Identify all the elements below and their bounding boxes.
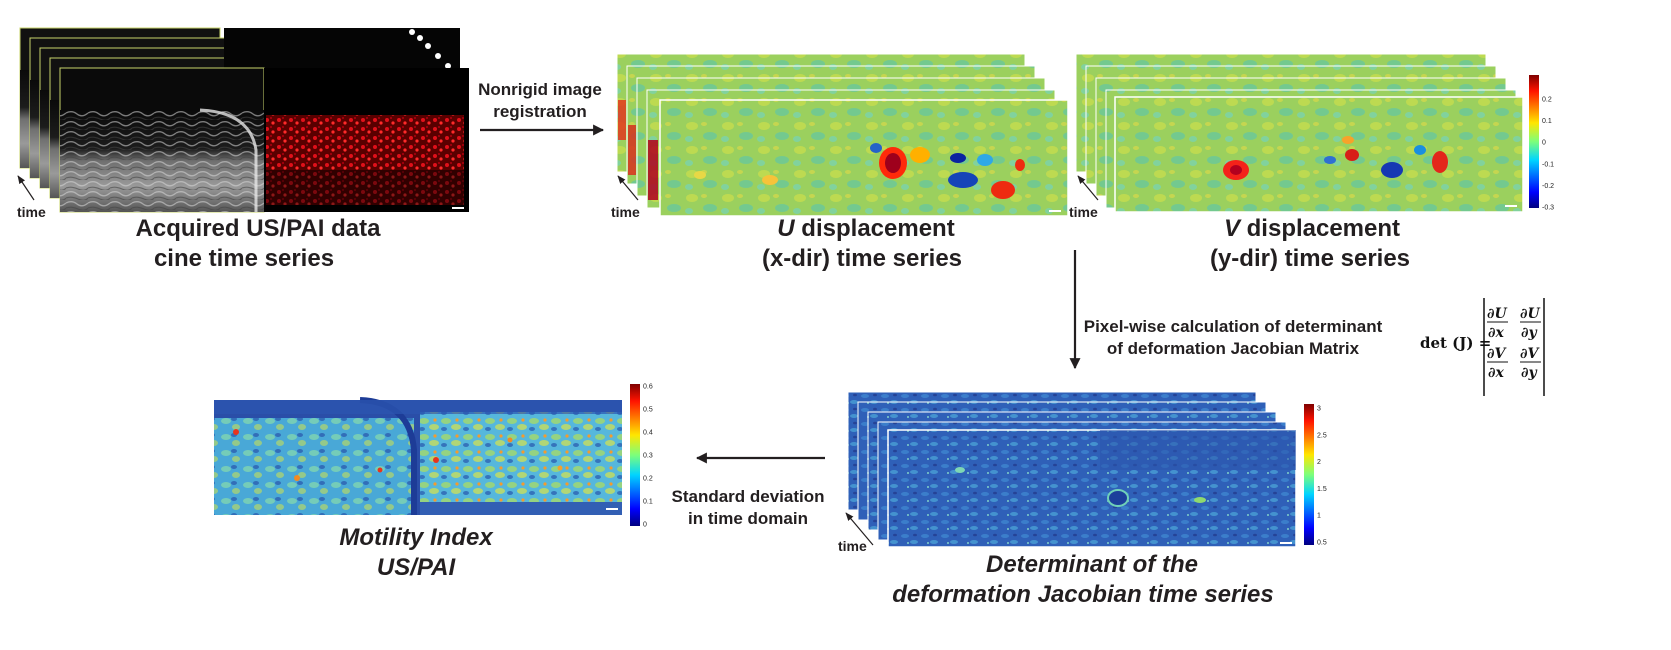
us-frame-front (59, 67, 265, 213)
motility-colorbar-tick-5: 0.1 (643, 499, 653, 506)
v-displacement-stack: 0.20.10-0.1-0.2-0.3 time V displacement … (1069, 53, 1554, 272)
time-label: time (17, 204, 46, 220)
stddev-label-line2: in time domain (688, 509, 808, 528)
acquired-caption-line1: Acquired US/PAI data (136, 215, 382, 242)
u-letter: U (777, 215, 795, 242)
motility-colorbar-tick-6: 0 (643, 522, 647, 529)
determinant-caption-line1: Determinant of the (986, 551, 1198, 578)
v-frame-front (1114, 96, 1524, 213)
u-caption-line1: U displacement (777, 215, 954, 242)
motility-colorbar: 0.6 0.5 0.4 0.3 0.2 0.1 0 (630, 384, 653, 529)
matrix-dy-2: ∂y (1521, 365, 1537, 381)
matrix-dx-1: ∂x (1488, 325, 1504, 341)
jacobian-label-line2: of deformation Jacobian Matrix (1107, 339, 1360, 358)
v-colorbar: 0.2 0.1 0 -0.1 -0.2 -0.3 (1529, 75, 1554, 212)
determinant-colorbar-tick-3: 1.5 (1317, 486, 1327, 493)
v-letter: V (1224, 215, 1242, 242)
matrix-dv-1: ∂V (1487, 346, 1507, 362)
v-colorbar-tick-3: -0.1 (1542, 161, 1554, 168)
v-colorbar-tick-5: -0.3 (1542, 205, 1554, 212)
motility-index: 0.6 0.5 0.4 0.3 0.2 0.1 0 Motility Index US/PA… (214, 384, 653, 581)
jacobian-label-line1: Pixel-wise calculation of determinant (1084, 317, 1383, 336)
v-colorbar-tick-4: -0.2 (1542, 183, 1554, 190)
time-arrow (17, 175, 35, 201)
determinant-colorbar-tick-5: 0.5 (1317, 540, 1327, 547)
v-colorbar-ramp (1529, 75, 1539, 208)
jacobian-formula: det (J) = ∂U ∂x ∂U ∂y ∂V ∂x ∂V ∂y (1420, 298, 1545, 396)
v-colorbar-tick-2: 0 (1542, 140, 1546, 147)
motility-colorbar-tick-1: 0.5 (643, 407, 653, 414)
registration-step: Nonrigid image registration (478, 80, 605, 136)
matrix-dy-1: ∂y (1521, 325, 1537, 341)
determinant-caption-line2: deformation Jacobian time series (892, 581, 1273, 608)
determinant-colorbar-ramp (1304, 404, 1314, 545)
determinant-time-label: time (838, 538, 867, 554)
matrix-du-2: ∂U (1520, 306, 1540, 322)
determinant-colorbar-tick-1: 2.5 (1317, 432, 1327, 439)
determinant-colorbar-tick-4: 1 (1317, 513, 1321, 520)
motility-map (214, 397, 622, 515)
pa-frame-front (264, 68, 469, 212)
u-time-label: time (611, 204, 640, 220)
motility-colorbar-tick-4: 0.2 (643, 476, 653, 483)
motility-colorbar-tick-0: 0.6 (643, 384, 653, 391)
formula-lhs: det (J) = (1420, 334, 1491, 352)
v-colorbar-tick-0: 0.2 (1542, 97, 1552, 104)
determinant-colorbar: 3 2.5 2 1.5 1 0.5 (1304, 404, 1327, 547)
u-caption-line2: (x-dir) time series (762, 245, 962, 272)
v-caption-line2: (y-dir) time series (1210, 245, 1410, 272)
motility-colorbar-tick-2: 0.4 (643, 430, 653, 437)
determinant-stack: 3 2.5 2 1.5 1 0.5 time Determinant of the def… (838, 391, 1327, 608)
motility-colorbar-ramp (630, 384, 640, 526)
stddev-step: Standard deviation in time domain (671, 452, 825, 528)
v-colorbar-tick-1: 0.1 (1542, 118, 1552, 125)
acquired-caption-line2: cine time series (154, 245, 334, 272)
acquired-data-stack: time Acquired US/PAI data cine time seri… (17, 27, 469, 272)
registration-label-line2: registration (493, 102, 587, 121)
determinant-colorbar-tick-2: 2 (1317, 459, 1321, 466)
determinant-colorbar-tick-0: 3 (1317, 406, 1321, 413)
v-time-label: time (1069, 204, 1098, 220)
matrix-dx-2: ∂x (1488, 365, 1504, 381)
determinant-frame-front (887, 429, 1297, 548)
jacobian-step: Pixel-wise calculation of determinant of… (1069, 250, 1545, 396)
v-caption-rest: displacement (1240, 215, 1400, 242)
u-frame-front (659, 99, 1069, 217)
motility-colorbar-tick-3: 0.3 (643, 453, 653, 460)
stddev-label-line1: Standard deviation (671, 487, 824, 506)
u-displacement-stack: time U displacement (x-dir) time series (611, 53, 1069, 272)
v-caption-line1: V displacement (1224, 215, 1400, 242)
matrix-dv-2: ∂V (1520, 346, 1540, 362)
registration-label-line1: Nonrigid image (478, 80, 602, 99)
motility-caption-line1: Motility Index (339, 524, 494, 551)
u-caption-rest: displacement (795, 215, 955, 242)
matrix-du-1: ∂U (1487, 306, 1507, 322)
motility-caption-line2: US/PAI (377, 554, 457, 581)
